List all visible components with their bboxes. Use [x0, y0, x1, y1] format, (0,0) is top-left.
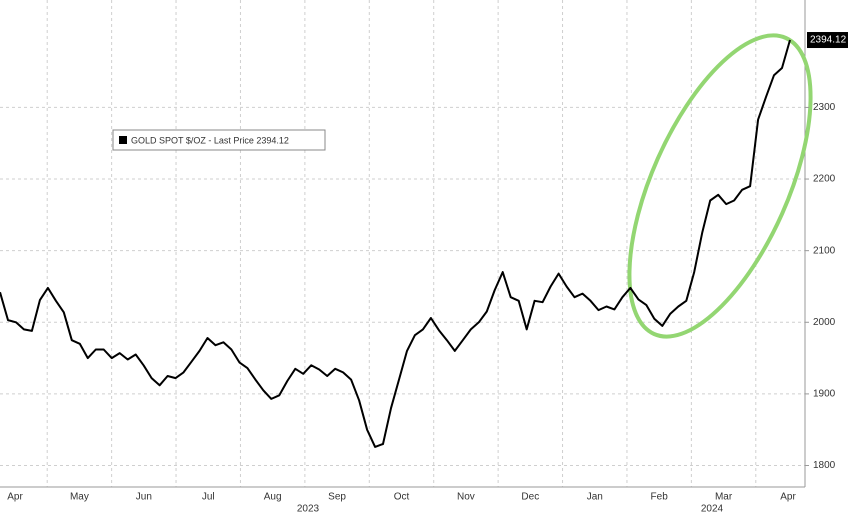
x-tick-label: Jan [587, 492, 603, 503]
x-tick-label: Feb [651, 492, 669, 503]
x-tick-label: Apr [7, 492, 23, 503]
x-tick-label: Aug [264, 492, 282, 503]
year-label: 2024 [701, 504, 724, 515]
y-tick-label: 2300 [813, 102, 836, 113]
x-tick-label: Mar [715, 492, 733, 503]
x-tick-label: Jun [136, 492, 152, 503]
y-tick-label: 2200 [813, 174, 836, 185]
year-label: 2023 [297, 504, 320, 515]
grid [0, 0, 805, 487]
legend: GOLD SPOT $/OZ - Last Price 2394.12 [112, 129, 326, 151]
price-line [0, 39, 791, 448]
x-tick-label: May [70, 492, 89, 503]
y-tick-label: 2000 [813, 317, 836, 328]
legend-box [112, 129, 326, 151]
legend-swatch [119, 136, 127, 144]
x-tick-label: Sep [328, 492, 346, 503]
y-tick-label: 1800 [813, 460, 836, 471]
last-price-tag [807, 32, 848, 49]
legend-label: GOLD SPOT $/OZ - Last Price 2394.12 [131, 135, 289, 145]
x-tick-label: Nov [457, 492, 475, 503]
x-tick-label: Apr [780, 492, 796, 503]
highlight-ellipse [627, 33, 813, 339]
y-tick-label: 1900 [813, 389, 836, 400]
x-tick-label: Jul [202, 492, 215, 503]
x-tick-label: Oct [394, 492, 410, 503]
y-tick-label: 2100 [813, 245, 836, 256]
x-tick-label: Dec [521, 492, 539, 503]
last-price-label: 2394.12 [810, 35, 847, 46]
